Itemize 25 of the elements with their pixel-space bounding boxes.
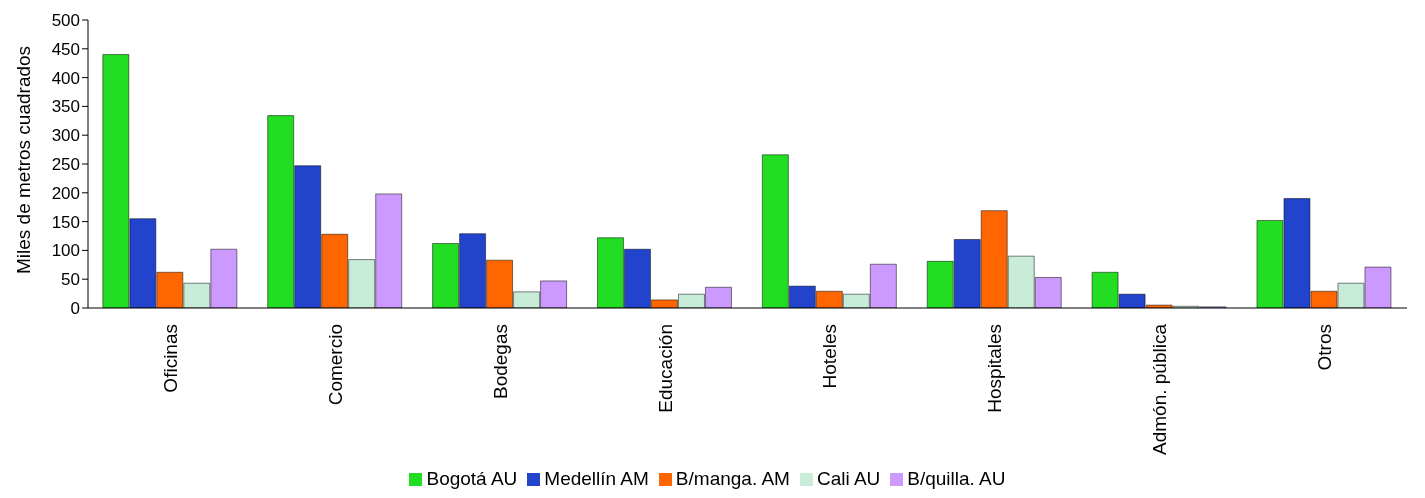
x-tick-label: Admón. pública bbox=[1149, 323, 1171, 455]
x-tick-label: Otros bbox=[1314, 324, 1336, 371]
x-tick-label: Bodegas bbox=[489, 324, 511, 400]
legend-label: Bogotá AU bbox=[426, 468, 518, 489]
legend-label: B/manga. AM bbox=[675, 468, 790, 489]
y-tick-label: 500 bbox=[51, 11, 80, 31]
y-tick-label: 50 bbox=[61, 270, 80, 290]
y-tick-label: 450 bbox=[51, 39, 80, 59]
legend-label: Medellín AM bbox=[544, 468, 649, 489]
y-axis-title: Miles de metros cuadrados bbox=[12, 45, 34, 274]
x-tick-label: Oficinas bbox=[159, 324, 181, 393]
y-tick-label: 400 bbox=[51, 68, 80, 88]
y-tick-label: 350 bbox=[51, 97, 80, 117]
x-tick-label: Hoteles bbox=[819, 324, 841, 389]
x-tick-label: Hospitales bbox=[984, 324, 1006, 413]
y-tick-label: 300 bbox=[51, 126, 80, 146]
x-tick-label: Educación bbox=[654, 324, 676, 413]
y-tick-label: 0 bbox=[70, 299, 80, 319]
legend-label: B/quilla. AU bbox=[907, 468, 1006, 489]
y-tick-label: 150 bbox=[51, 212, 80, 232]
y-tick-label: 100 bbox=[51, 241, 80, 261]
y-tick-label: 200 bbox=[51, 183, 80, 203]
legend-label: Cali AU bbox=[816, 468, 881, 489]
y-tick-label: 250 bbox=[51, 155, 80, 175]
x-tick-label: Comercio bbox=[324, 324, 346, 406]
